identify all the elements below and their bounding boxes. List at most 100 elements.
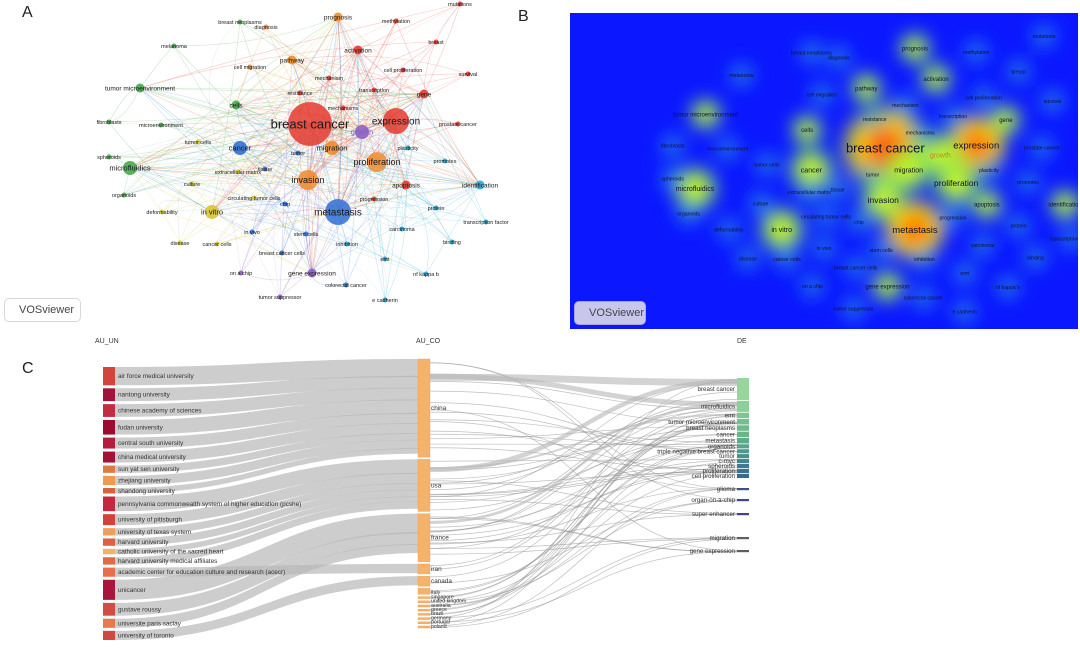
node-cell-migration[interactable] <box>247 64 253 70</box>
node-binding[interactable] <box>449 239 455 245</box>
node-survival[interactable] <box>465 71 471 77</box>
node-e-cadherin[interactable] <box>382 297 388 303</box>
sankey-node-nantong-university[interactable] <box>103 388 115 402</box>
sankey-node-harvard-university-medical-affiliates[interactable] <box>103 557 115 565</box>
sankey-node-tumor[interactable] <box>737 454 749 459</box>
sankey-node-pennsylvania-commonwealth-system-of-higher-education-pcshe[interactable] <box>103 496 115 512</box>
node-extracellular-matrix[interactable] <box>235 169 241 175</box>
node-diagnosis[interactable] <box>263 24 269 30</box>
sankey-node-spheroids[interactable] <box>737 463 749 469</box>
sankey-node-france[interactable] <box>417 513 431 562</box>
sankey-node-breast-neoplasms[interactable] <box>737 425 749 431</box>
node-breast[interactable] <box>433 39 439 45</box>
node-cell-proliferation[interactable] <box>400 67 406 73</box>
node-chip[interactable] <box>282 201 288 207</box>
node-inhibition[interactable] <box>344 241 350 247</box>
node-gene[interactable] <box>419 89 429 99</box>
node-activation[interactable] <box>353 45 363 55</box>
sankey-node-shandong-university[interactable] <box>103 488 115 494</box>
three-field-plot[interactable]: AU_UN AU_CO DE air force medical univers… <box>0 330 1080 649</box>
sankey-node-glioma[interactable] <box>737 488 749 491</box>
sankey-node-universite-paris-saclay[interactable] <box>103 618 115 628</box>
node-tissue[interactable] <box>262 166 268 172</box>
sankey-node-air-force-medical-university[interactable] <box>103 367 115 386</box>
vosviewer-badge-a[interactable]: VOSviewer <box>4 298 81 322</box>
node-carcinoma[interactable] <box>399 226 405 232</box>
sankey-node-china[interactable] <box>417 358 431 458</box>
sankey-node-usa[interactable] <box>417 459 431 512</box>
node-metastasis[interactable] <box>325 199 351 225</box>
node-cells[interactable] <box>231 100 241 110</box>
node-migration[interactable] <box>325 141 339 155</box>
node-growth[interactable] <box>355 125 369 139</box>
node-breast-neoplasms[interactable] <box>237 19 243 25</box>
sankey-node-harvard-university[interactable] <box>103 538 115 546</box>
sankey-node-metastasis[interactable] <box>737 437 749 444</box>
sankey-node-university-of-texas-system[interactable] <box>103 528 115 536</box>
node-expression[interactable] <box>383 108 409 134</box>
node-fibroblasts[interactable] <box>106 119 112 125</box>
node-identification[interactable] <box>475 180 485 190</box>
node-cancer-cells[interactable] <box>214 241 220 247</box>
node-pathway[interactable] <box>287 55 297 65</box>
node-transcription[interactable] <box>371 87 377 93</box>
node-proliferation[interactable] <box>367 152 387 172</box>
node-tumor-suppressor[interactable] <box>277 294 283 300</box>
node-prognosis[interactable] <box>333 12 343 22</box>
node-gene-expression[interactable] <box>307 268 317 278</box>
sankey-node-gene-expression[interactable] <box>737 550 749 553</box>
node-spheroids[interactable] <box>106 154 112 160</box>
sankey-node-portugal[interactable] <box>417 621 431 624</box>
vosviewer-badge-b[interactable]: VOSviewer <box>574 301 646 325</box>
node-tumor-cells[interactable] <box>195 139 201 145</box>
node-tumor[interactable] <box>295 150 301 156</box>
node-methylation[interactable] <box>393 18 399 24</box>
sankey-node-chinese-academy-of-sciences[interactable] <box>103 404 115 417</box>
sankey-node-cancer[interactable] <box>737 431 749 438</box>
sankey-node-cell-proliferation[interactable] <box>737 473 749 478</box>
sankey-node-emt[interactable] <box>737 412 749 419</box>
sankey-node-gustave-roussy[interactable] <box>103 602 115 616</box>
sankey-node-united-kingdom[interactable] <box>417 600 431 603</box>
node-organoids[interactable] <box>121 192 127 198</box>
node-promotes[interactable] <box>442 158 448 164</box>
node-melanoma[interactable] <box>171 43 177 49</box>
sankey-node-catholic-university-of-the-sacred-heart[interactable] <box>103 548 115 555</box>
sankey-node-canada[interactable] <box>417 575 431 587</box>
node-microenvironment[interactable] <box>158 122 164 128</box>
node-breast-cancer-cells[interactable] <box>279 250 285 256</box>
node-transcription-factor[interactable] <box>483 219 489 225</box>
sankey-node-migration[interactable] <box>737 537 749 540</box>
sankey-node-poland[interactable] <box>417 625 431 629</box>
sankey-node-university-of-pittsburgh[interactable] <box>103 514 115 526</box>
node-cancer[interactable] <box>233 141 247 155</box>
sankey-node-academic-center-for-education-culture-and-research-acecr[interactable] <box>103 567 115 577</box>
node-breast-cancer[interactable] <box>288 102 332 146</box>
sankey-node-greece[interactable] <box>417 608 431 612</box>
sankey-node-unicancer[interactable] <box>103 579 115 600</box>
node-plasticity[interactable] <box>405 145 411 151</box>
sankey-node-iran[interactable] <box>417 563 431 575</box>
sankey-node-italy[interactable] <box>417 588 431 595</box>
node-invasion[interactable] <box>298 170 318 190</box>
sankey-node-c-myc[interactable] <box>737 459 749 464</box>
sankey-node-australia[interactable] <box>417 604 431 608</box>
node-protein[interactable] <box>433 205 439 211</box>
node-in-vitro[interactable] <box>205 205 219 219</box>
node-nf-kappa-b[interactable] <box>423 271 429 277</box>
sankey-node-triple-negative-breast-cancer[interactable] <box>737 449 749 454</box>
node-on-a-chip[interactable] <box>238 270 244 276</box>
node-culture[interactable] <box>189 181 195 187</box>
node-mutations[interactable] <box>457 1 463 7</box>
sankey-node-breast-cancer[interactable] <box>737 378 749 401</box>
sankey-node-zhejiang-university[interactable] <box>103 475 115 486</box>
node-circulating-tumor-cells[interactable] <box>251 195 257 201</box>
node-prostate-cancer[interactable] <box>455 121 461 127</box>
node-colorectal-cancer[interactable] <box>343 282 349 288</box>
sankey-node-organ-on-a-chip[interactable] <box>737 499 749 502</box>
node-mechanism[interactable] <box>326 75 332 81</box>
node-resistance[interactable] <box>297 90 303 96</box>
sankey-node-brazil[interactable] <box>417 613 431 616</box>
